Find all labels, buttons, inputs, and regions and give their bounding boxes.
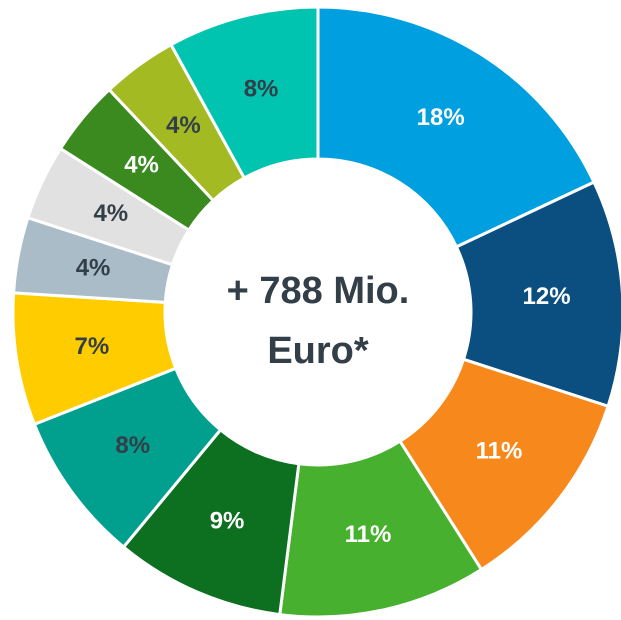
segment-label: 12% <box>523 283 571 310</box>
segment-label: 11% <box>476 438 523 465</box>
segment-label: 4% <box>124 151 159 178</box>
segment-label: 18% <box>417 104 465 131</box>
segment-label: 8% <box>244 76 279 103</box>
segment-label: 4% <box>76 254 111 281</box>
segment-label: 4% <box>166 112 201 139</box>
segment-label: 4% <box>93 200 128 227</box>
donut-segment <box>169 5 320 180</box>
donut-segment <box>316 5 596 249</box>
segment-label: 11% <box>345 521 392 548</box>
segment-label: 9% <box>210 508 245 535</box>
center-label: + 788 Mio. <box>227 270 410 312</box>
center-label: Euro* <box>267 330 369 372</box>
segment-label: 8% <box>115 432 150 459</box>
segment-label: 7% <box>74 333 109 360</box>
